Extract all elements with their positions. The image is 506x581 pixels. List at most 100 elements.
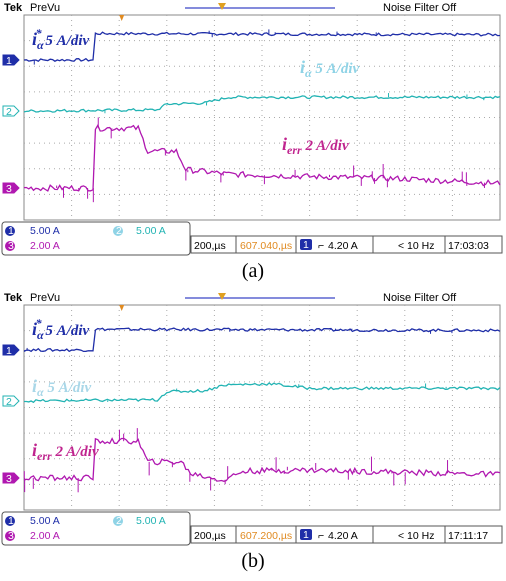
ch1-badge-icon [5, 516, 15, 526]
scope-panel-b: Tek PreVu Noise Filter Off 1 2 3 iα* 5 A/div iα… [0, 290, 506, 575]
trace-label-sub: α [37, 38, 44, 52]
noise-filter-label: Noise Filter Off [383, 2, 457, 14]
trigger-slope-icon: ⌐ [318, 530, 324, 542]
status-bar: 1 5.00 A 2 5.00 A 3 2.00 A 200,µs 607.200,µs 1 ⌐ 4… [1, 511, 503, 546]
trigger-pos-icon [218, 3, 226, 10]
channel-marker-3: 3 [2, 182, 20, 195]
ch1-badge-icon [5, 226, 15, 236]
trace-label-scale: 5 A/div [42, 323, 90, 339]
trigger-slope-icon: ⌐ [318, 240, 324, 252]
trigger-pos-icon [218, 293, 226, 300]
trace-label-sub: α [37, 328, 44, 342]
trace-label-scale: 2 A/div [302, 138, 349, 154]
ch3-scale: 2.00 A [30, 530, 60, 542]
trace-label-1: iα* 5 A/div [32, 26, 89, 52]
channel-marker-number: 2 [6, 396, 12, 408]
trace-label-scale: 5 A/div [44, 380, 92, 396]
clock-box [444, 235, 503, 254]
ch2-scale: 5.00 A [136, 225, 166, 237]
trace-label-scale: 2 A/div [52, 444, 99, 460]
ch3-badge-number: 3 [8, 240, 14, 252]
scale-readout-box [1, 221, 191, 256]
ch2-badge-number: 2 [116, 225, 122, 237]
channel-marker-1: 1 [2, 344, 20, 357]
trace-ch3 [23, 437, 501, 482]
trace-label-scale: 5 A/div [312, 61, 360, 77]
trace-label-symbol: i [300, 57, 305, 77]
trace-label-3: ierr 2 A/div [32, 440, 99, 463]
ch3-badge-number: 3 [8, 530, 14, 542]
position-value: 607.040,µs [240, 240, 292, 252]
freq-value: < 10 Hz [398, 530, 434, 542]
clock-value: 17:11:17 [448, 530, 488, 542]
trigger-level: 4.20 A [328, 530, 358, 542]
trigger-ch-badge [300, 239, 312, 250]
trace-label-1: iα* 5 A/div [32, 316, 89, 342]
channel-marker-number: 3 [6, 183, 12, 195]
channel-marker-2: 2 [2, 395, 20, 408]
channel-marker-shape [2, 182, 20, 194]
channel-marker-shape [2, 105, 20, 117]
trace-label-sub: α [37, 385, 44, 399]
ch1-scale: 5.00 A [30, 515, 60, 527]
scope-header: Tek PreVu Noise Filter Off [4, 292, 457, 304]
ch1-badge-number: 1 [8, 515, 14, 527]
trace-label-symbol: i [282, 134, 287, 154]
ch1-badge-number: 1 [8, 225, 14, 237]
trigger-level: 4.20 A [328, 240, 358, 252]
ch1-scale: 5.00 A [30, 225, 60, 237]
scope-header: Tek PreVu Noise Filter Off [4, 2, 457, 14]
ch2-badge-icon [113, 516, 123, 526]
trace-ch1 [23, 327, 501, 353]
mode-label: PreVu [30, 2, 60, 14]
graticule-grid [24, 305, 500, 510]
status-bar: 1 5.00 A 2 5.00 A 3 2.00 A 200,µs 607.040,µs 1 ⌐ 4… [1, 221, 503, 256]
brand-label: Tek [4, 2, 23, 14]
channel-marker-number: 1 [6, 55, 12, 67]
trace-label-3: ierr 2 A/div [282, 134, 349, 157]
trace-label-sub: err [287, 143, 302, 157]
channel-marker-number: 2 [6, 106, 12, 118]
channel-marker-shape [2, 54, 20, 66]
channel-marker-number: 1 [6, 345, 12, 357]
trace-ch2 [23, 95, 501, 113]
trace-label-2: iα 5 A/div [300, 57, 359, 80]
trace-label-symbol: i [32, 29, 37, 49]
trace-label-symbol: i [32, 440, 37, 460]
trace-label-sub: α [305, 66, 312, 80]
channel-marker-shape [2, 395, 20, 407]
trigger-ch-badge [300, 529, 312, 540]
trace-label-sup: * [36, 316, 43, 330]
ch2-badge-number: 2 [116, 515, 122, 527]
trace-label-sup: * [36, 26, 43, 40]
ch3-badge-icon [5, 241, 15, 251]
channel-marker-shape [2, 344, 20, 356]
clock-value: 17:03:03 [448, 240, 489, 252]
mode-label: PreVu [30, 292, 60, 304]
channel-marker-1: 1 [2, 54, 20, 67]
trigger-marker-icon [119, 305, 125, 311]
trace-ch3 [23, 123, 501, 192]
trigger-ch-number: 1 [303, 239, 309, 251]
scale-readout-box [1, 511, 191, 546]
ch3-badge-icon [5, 531, 15, 541]
timebase-value: 200,µs [194, 530, 226, 542]
scope-panel-a: Tek PreVu Noise Filter Off 1 2 3 iα* 5 A/div iα… [0, 0, 506, 285]
channel-marker-3: 3 [2, 472, 20, 485]
caption-b: (b) [241, 550, 265, 572]
channel-marker-number: 3 [6, 473, 12, 485]
timebase-value: 200,µs [194, 240, 226, 252]
trace-label-symbol: i [32, 376, 37, 396]
trace-ch1 [23, 31, 501, 62]
trace-label-2: iα 5 A/div [32, 376, 91, 399]
ch3-scale: 2.00 A [30, 240, 60, 252]
graticule-grid [24, 15, 500, 220]
channel-marker-shape [2, 472, 20, 484]
ch2-scale: 5.00 A [136, 515, 166, 527]
noise-filter-label: Noise Filter Off [383, 292, 457, 304]
trace-ch2 [24, 382, 501, 404]
channel-marker-2: 2 [2, 105, 20, 118]
caption-a: (a) [241, 260, 265, 282]
